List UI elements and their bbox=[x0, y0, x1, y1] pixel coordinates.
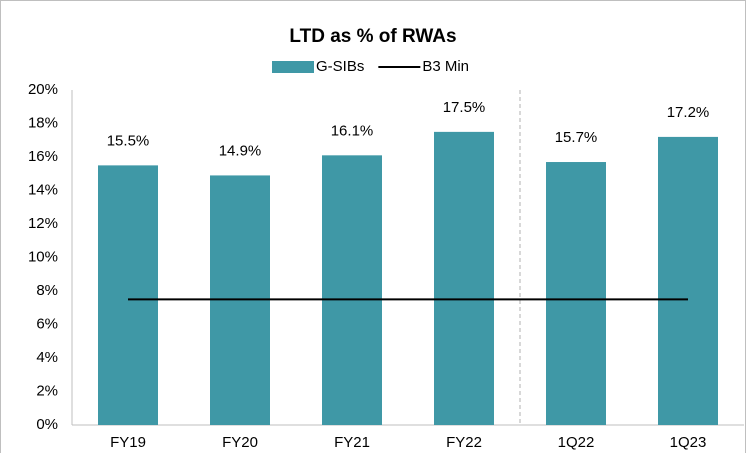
bar bbox=[322, 155, 382, 425]
y-tick-label: 10% bbox=[28, 248, 58, 265]
data-label: 17.5% bbox=[443, 99, 486, 116]
y-tick-label: 20% bbox=[28, 81, 58, 98]
legend-label: G-SIBs bbox=[316, 58, 364, 75]
y-tick-label: 16% bbox=[28, 148, 58, 165]
x-tick-label: FY22 bbox=[446, 434, 482, 451]
y-tick-label: 2% bbox=[36, 382, 58, 399]
x-tick-label: FY20 bbox=[222, 434, 258, 451]
data-label: 15.5% bbox=[107, 132, 150, 149]
chart-title: LTD as % of RWAs bbox=[289, 26, 456, 47]
legend-label: B3 Min bbox=[422, 58, 469, 75]
x-tick-label: 1Q22 bbox=[558, 434, 595, 451]
legend-swatch bbox=[272, 61, 314, 73]
y-tick-label: 14% bbox=[28, 181, 58, 198]
y-tick-label: 18% bbox=[28, 114, 58, 131]
y-tick-label: 6% bbox=[36, 315, 58, 332]
bar bbox=[546, 162, 606, 425]
data-label: 16.1% bbox=[331, 122, 374, 139]
y-tick-label: 0% bbox=[36, 416, 58, 433]
x-tick-label: FY19 bbox=[110, 434, 146, 451]
y-tick-label: 4% bbox=[36, 349, 58, 366]
data-label: 17.2% bbox=[667, 104, 710, 121]
x-tick-label: FY21 bbox=[334, 434, 370, 451]
bar bbox=[98, 165, 158, 425]
x-tick-label: 1Q23 bbox=[670, 434, 707, 451]
data-label: 15.7% bbox=[555, 129, 598, 146]
data-label: 14.9% bbox=[219, 142, 262, 159]
bar bbox=[434, 131, 494, 425]
y-tick-label: 8% bbox=[36, 282, 58, 299]
y-tick-label: 12% bbox=[28, 215, 58, 232]
bar bbox=[658, 136, 718, 425]
